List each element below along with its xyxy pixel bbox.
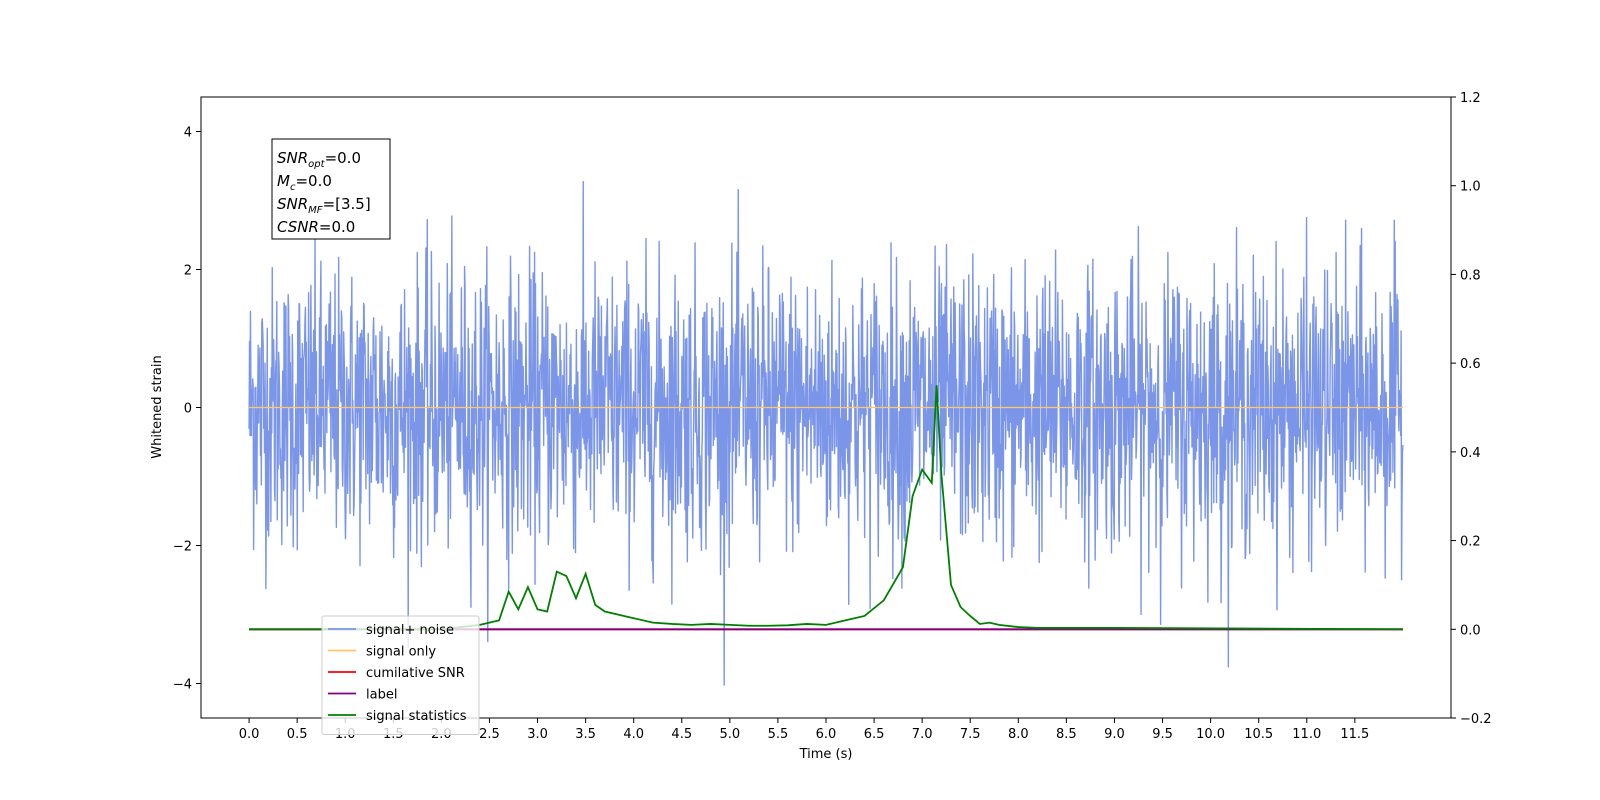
legend-box	[321, 615, 480, 735]
y-tick-label: −2	[173, 540, 192, 555]
annotation-value: =0.0	[325, 149, 361, 167]
annotation-value: =0.0	[319, 218, 355, 236]
y-right-tick-label: 1.2	[1460, 91, 1481, 106]
y-axis-right: −0.2 0.0 0.2 0.4 0.6 0.8 1.0 1.2	[1451, 91, 1492, 727]
x-tick-label: 3.0	[527, 727, 548, 742]
y-right-tick-label: 0.6	[1460, 357, 1481, 372]
y-axis-label: Whitened strain	[150, 355, 165, 458]
x-tick-label: 11.0	[1292, 727, 1321, 742]
annotation-subscript: c	[290, 182, 296, 193]
annotation-subscript: opt	[308, 159, 325, 170]
x-tick-label: 5.5	[768, 727, 789, 742]
y-right-tick-label: 1.0	[1460, 180, 1481, 195]
x-tick-label: 6.0	[816, 727, 837, 742]
x-tick-label: 7.5	[960, 727, 981, 742]
y-tick-label: 2	[184, 264, 192, 279]
x-tick-label: 0.0	[239, 727, 260, 742]
x-tick-label: 10.5	[1244, 727, 1273, 742]
legend-entry-label: cumilative SNR	[366, 666, 465, 681]
annotation-symbol: SNR	[277, 149, 308, 167]
annotation-line: Mc=0.0	[277, 172, 332, 193]
annotation-line: CSNR=0.0	[277, 218, 355, 236]
series-line-4	[249, 385, 1403, 631]
x-tick-label: 9.0	[1104, 727, 1125, 742]
legend-entry-label: label	[366, 688, 397, 703]
y-right-tick-label: −0.2	[1460, 712, 1492, 727]
x-tick-label: 11.5	[1340, 727, 1369, 742]
noise-series-layer	[248, 180, 1404, 686]
y-right-tick-label: 0.4	[1460, 446, 1481, 461]
y-right-tick-label: 0.2	[1460, 535, 1481, 550]
x-tick-label: 6.5	[864, 727, 885, 742]
x-tick-label: 10.0	[1196, 727, 1225, 742]
annotation-value: =0.0	[295, 172, 331, 190]
annotation-symbol: CSNR	[277, 218, 319, 236]
legend: signal+ noise signal only cumilative SNR la…	[321, 615, 480, 735]
x-tick-label: 9.5	[1152, 727, 1173, 742]
x-axis-label: Time (s)	[799, 747, 853, 762]
x-tick-label: 8.5	[1056, 727, 1077, 742]
annotation-line: SNRopt=0.0	[277, 149, 361, 170]
x-tick-label: 4.5	[671, 727, 692, 742]
y-right-tick-label: 0.8	[1460, 268, 1481, 283]
annotation-symbol: SNR	[277, 195, 308, 213]
y-axis-left: −4 −2 0 2 4	[173, 126, 201, 693]
x-tick-label: 0.5	[287, 727, 308, 742]
legend-entry-label: signal only	[366, 645, 436, 660]
annotation-value: =[3.5]	[323, 195, 371, 213]
x-tick-label: 8.0	[1008, 727, 1029, 742]
x-tick-label: 2.5	[479, 727, 500, 742]
y-tick-label: −4	[173, 678, 192, 693]
y-tick-label: 4	[184, 126, 192, 141]
y-tick-label: 0	[184, 402, 192, 417]
legend-entry-label: signal+ noise	[366, 623, 454, 638]
x-tick-label: 4.0	[623, 727, 644, 742]
series-line-signal-noise	[248, 180, 1404, 686]
annotation-subscript: MF	[308, 205, 323, 216]
annotation-symbol: M	[277, 172, 290, 190]
x-tick-label: 3.5	[575, 727, 596, 742]
annotation-line: SNRMF=[3.5]	[277, 195, 371, 216]
x-tick-label: 5.0	[720, 727, 741, 742]
x-tick-label: 7.0	[912, 727, 933, 742]
y-right-tick-label: 0.0	[1460, 623, 1481, 638]
legend-entry-label: signal statistics	[366, 709, 467, 724]
